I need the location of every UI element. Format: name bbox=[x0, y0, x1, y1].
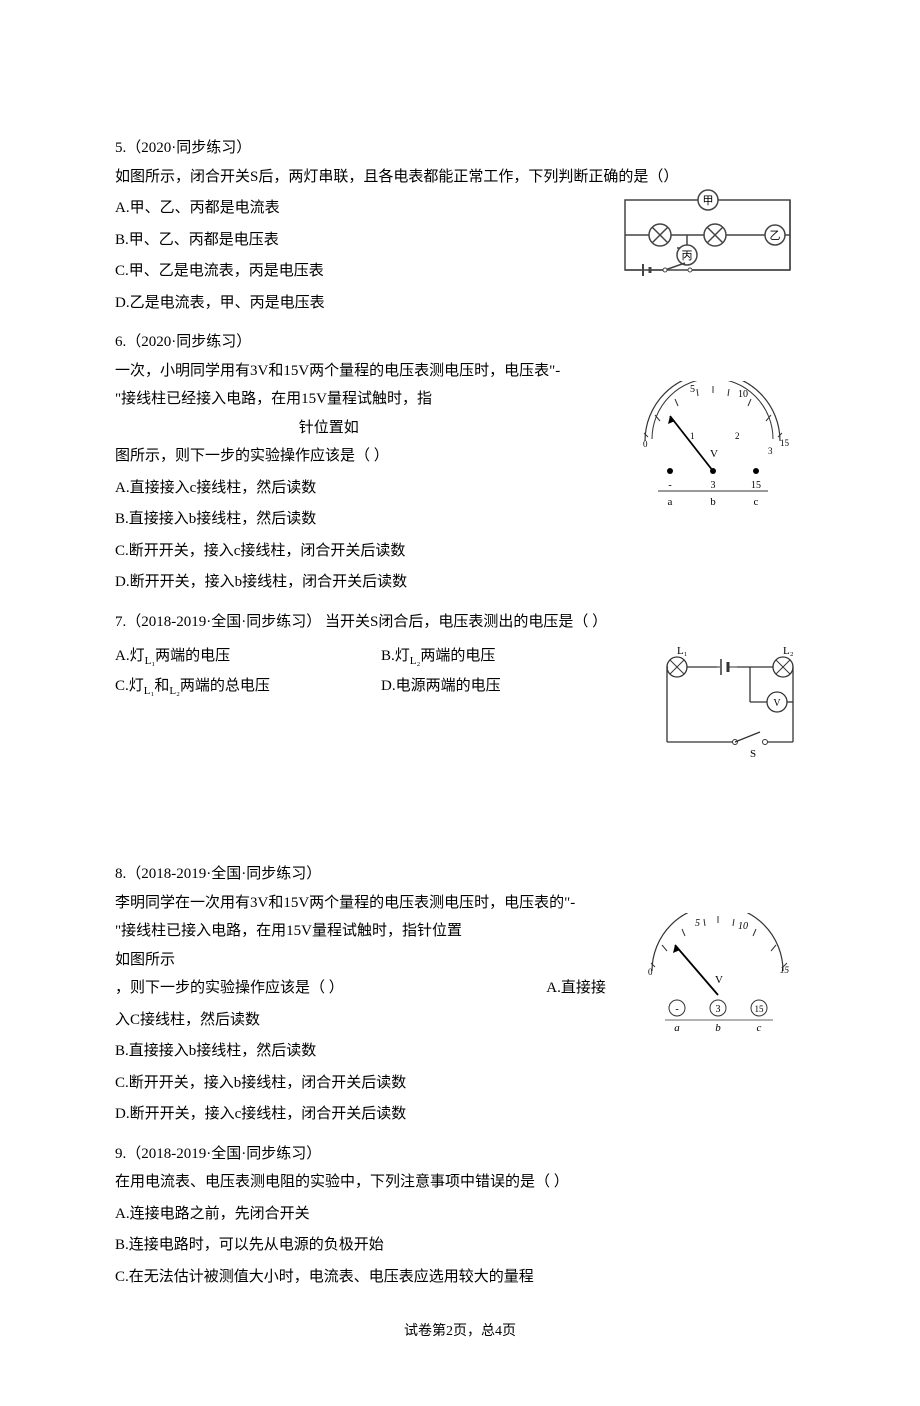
q6-figure: 5 10 0 1 2 15 3 V - 3 15 a b c bbox=[620, 381, 805, 511]
svg-text:-: - bbox=[675, 1004, 678, 1015]
svg-text:5: 5 bbox=[690, 384, 695, 395]
q7-figure: L₁ L₂ V bbox=[655, 642, 805, 762]
svg-text:2: 2 bbox=[735, 431, 740, 441]
q6-c: C.断开开关，接入c接线柱，闭合开关后读数 bbox=[115, 537, 805, 566]
q7-b: B.灯L₂两端的电压 bbox=[381, 648, 495, 664]
q9-stem: 在用电流表、电压表测电阻的实验中，下列注意事项中错误的是（ ） bbox=[115, 1168, 805, 1197]
page-footer: 试卷第2页，总4页 bbox=[115, 1319, 805, 1346]
q7-d: D.电源两端的电压 bbox=[381, 678, 501, 694]
svg-text:15: 15 bbox=[755, 1004, 765, 1014]
svg-text:-: - bbox=[668, 480, 671, 491]
q8-tail-l: ，则下一步的实验操作应该是（ ） bbox=[115, 980, 344, 996]
svg-text:10: 10 bbox=[738, 389, 748, 400]
q9-header: 9.（2018-2019·全国·同步练习） bbox=[115, 1140, 805, 1169]
svg-text:0: 0 bbox=[643, 439, 648, 449]
svg-text:S: S bbox=[750, 748, 756, 760]
q8-figure: 5 10 15 0 V - 3 15 a b c bbox=[630, 913, 805, 1041]
svg-text:0: 0 bbox=[648, 967, 653, 977]
svg-text:b: b bbox=[710, 496, 716, 508]
svg-text:3: 3 bbox=[716, 1004, 721, 1015]
svg-text:1: 1 bbox=[690, 431, 695, 441]
q9-b: B.连接电路时，可以先从电源的负极开始 bbox=[115, 1231, 805, 1260]
q8-tail-r: A.直接接 bbox=[546, 980, 606, 996]
q6-d: D.断开开关，接入b接线柱，闭合开关后读数 bbox=[115, 568, 805, 597]
q8-d: D.断开开关，接入c接线柱，闭合开关后读数 bbox=[115, 1100, 805, 1129]
svg-text:a: a bbox=[674, 1022, 680, 1034]
q8-mid-l: "接线柱已接入电路，在用15V量程试触时，指针位置 bbox=[115, 923, 462, 939]
svg-text:V: V bbox=[773, 698, 781, 709]
svg-text:15: 15 bbox=[780, 438, 790, 448]
svg-text:L₁: L₁ bbox=[677, 645, 688, 657]
q8-b: B.直接接入b接线柱，然后读数 bbox=[115, 1037, 805, 1066]
svg-text:乙: 乙 bbox=[770, 229, 781, 242]
svg-text:V: V bbox=[710, 448, 718, 460]
svg-text:10: 10 bbox=[738, 921, 748, 932]
q7-header: 7.（2018-2019·全国·同步练习） 当开关S闭合后，电压表测出的电压是（… bbox=[115, 608, 805, 637]
q5-figure: 甲 乙 丙 bbox=[605, 185, 805, 290]
q8-c: C.断开开关，接入b接线柱，闭合开关后读数 bbox=[115, 1069, 805, 1098]
svg-text:c: c bbox=[757, 1022, 762, 1034]
svg-text:3: 3 bbox=[711, 480, 716, 491]
q5-jia: 甲 bbox=[703, 195, 714, 207]
q6-header: 6.（2020·同步练习） bbox=[115, 328, 805, 357]
q7-c: C.灯L₁和L₂两端的总电压 bbox=[115, 678, 270, 694]
svg-text:3: 3 bbox=[768, 446, 773, 456]
svg-text:15: 15 bbox=[751, 480, 761, 491]
q5-d: D.乙是电流表，甲、丙是电压表 bbox=[115, 289, 805, 318]
svg-text:15: 15 bbox=[780, 965, 790, 975]
q8-mid-r: 如图所示 bbox=[115, 952, 175, 968]
q6-mid-r: 针位置如 bbox=[299, 420, 359, 436]
svg-text:5: 5 bbox=[695, 918, 700, 929]
svg-text:丙: 丙 bbox=[682, 250, 693, 262]
q9-c: C.在无法估计被测值大小时，电流表、电压表应选用较大的量程 bbox=[115, 1263, 805, 1292]
q5-header: 5.（2020·同步练习） bbox=[115, 134, 805, 163]
svg-text:a: a bbox=[668, 496, 673, 508]
q6-mid-l: "接线柱已经接入电路，在用15V量程试触时，指 bbox=[115, 391, 432, 407]
q8-header: 8.（2018-2019·全国·同步练习） bbox=[115, 860, 805, 889]
svg-text:V: V bbox=[715, 974, 723, 986]
svg-text:b: b bbox=[715, 1022, 721, 1034]
q9-a: A.连接电路之前，先闭合开关 bbox=[115, 1200, 805, 1229]
q7-a: A.灯L₁两端的电压 bbox=[115, 648, 230, 664]
svg-text:c: c bbox=[754, 496, 759, 508]
svg-text:L₂: L₂ bbox=[783, 645, 794, 657]
